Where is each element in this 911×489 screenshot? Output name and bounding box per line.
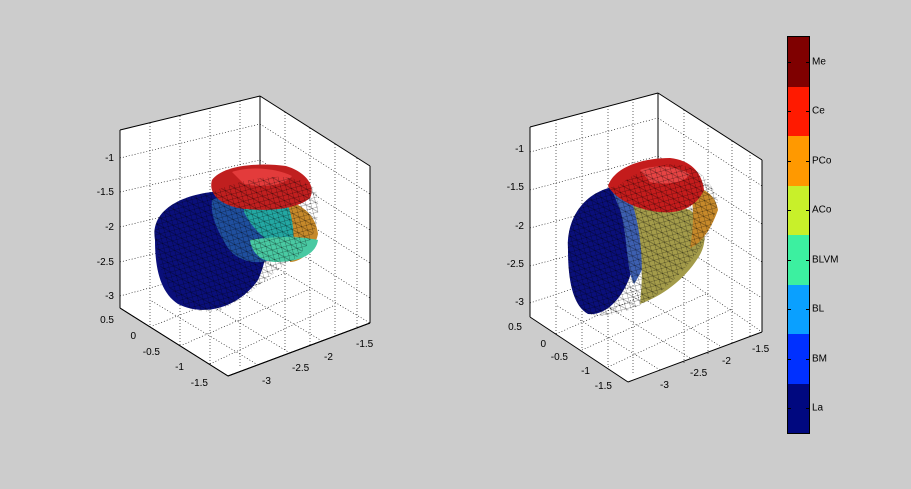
tick-label: -1 — [175, 362, 184, 373]
colorbar-segment-la: La — [788, 383, 823, 433]
tick-label: -1 — [105, 153, 114, 164]
tick-label: -0.5 — [551, 352, 569, 363]
tick-label: -2 — [324, 352, 333, 363]
colorbar-segment-me: Me — [788, 37, 826, 87]
tick-label: -1 — [515, 144, 524, 155]
right-y-tick-labels: -3 -2.5 -2 -1.5 — [660, 344, 770, 391]
tick-label: -3 — [262, 376, 271, 387]
left-amygdala-surface — [154, 164, 319, 312]
tick-label: -1 — [581, 366, 590, 377]
left-3d-axes[interactable]: -1 -1.5 -2 -2.5 -3 0.5 0 -0.5 -1 -1.5 -3… — [97, 95, 374, 389]
colorbar-label: La — [812, 402, 824, 414]
tick-label: -3 — [515, 297, 524, 308]
tick-label: 0.5 — [508, 322, 522, 333]
colorbar-segment-aco: ACo — [788, 185, 831, 235]
left-x-tick-labels: 0.5 0 -0.5 -1 -1.5 — [100, 315, 208, 389]
colorbar-label: BL — [812, 303, 825, 315]
tick-label: -1.5 — [507, 182, 525, 193]
colorbar-label: Ce — [812, 105, 825, 117]
colorbar-label: BM — [812, 353, 827, 365]
colorbar-label: ACo — [812, 204, 832, 216]
colorbar-label: PCo — [812, 155, 832, 167]
right-3d-axes[interactable]: -1 -1.5 -2 -2.5 -3 0.5 0 -0.5 -1 -1.5 -3… — [507, 92, 770, 392]
tick-label: -3 — [660, 380, 669, 391]
tick-label: -1.5 — [752, 344, 770, 355]
colorbar-label: BLVM — [812, 254, 839, 266]
right-amygdala-surface — [567, 158, 718, 316]
right-x-tick-labels: 0.5 0 -0.5 -1 -1.5 — [508, 322, 612, 392]
tick-label: 0 — [130, 331, 136, 342]
tick-label: -1.5 — [356, 339, 374, 350]
tick-label: 0.5 — [100, 315, 114, 326]
colorbar-segment-ce: Ce — [788, 86, 825, 136]
tick-label: -1.5 — [97, 187, 115, 198]
left-y-tick-labels: -3 -2.5 -2 -1.5 — [262, 339, 374, 387]
tick-label: -2 — [515, 221, 524, 232]
right-z-tick-labels: -1 -1.5 -2 -2.5 -3 — [507, 144, 525, 308]
colorbar-segment-bl: BL — [788, 284, 824, 334]
tick-label: -0.5 — [143, 347, 161, 358]
tick-label: 0 — [540, 339, 546, 350]
tick-label: -2.5 — [97, 257, 115, 268]
colorbar-segment-pco: PCo — [788, 136, 831, 186]
tick-label: -2.5 — [292, 363, 310, 374]
colorbar[interactable]: Me Ce PCo ACo BLVM BL BM La — [787, 36, 839, 434]
tick-label: -1.5 — [191, 378, 209, 389]
tick-label: -3 — [105, 291, 114, 302]
tick-label: -2 — [722, 356, 731, 367]
tick-label: -2.5 — [690, 368, 708, 379]
colorbar-segment-bm: BM — [788, 334, 827, 384]
tick-label: -2.5 — [507, 259, 525, 270]
tick-label: -2 — [105, 222, 114, 233]
colorbar-segment-blvm: BLVM — [788, 235, 839, 285]
colorbar-label: Me — [812, 56, 826, 68]
tick-label: -1.5 — [595, 381, 613, 392]
left-z-tick-labels: -1 -1.5 -2 -2.5 -3 — [97, 153, 115, 302]
